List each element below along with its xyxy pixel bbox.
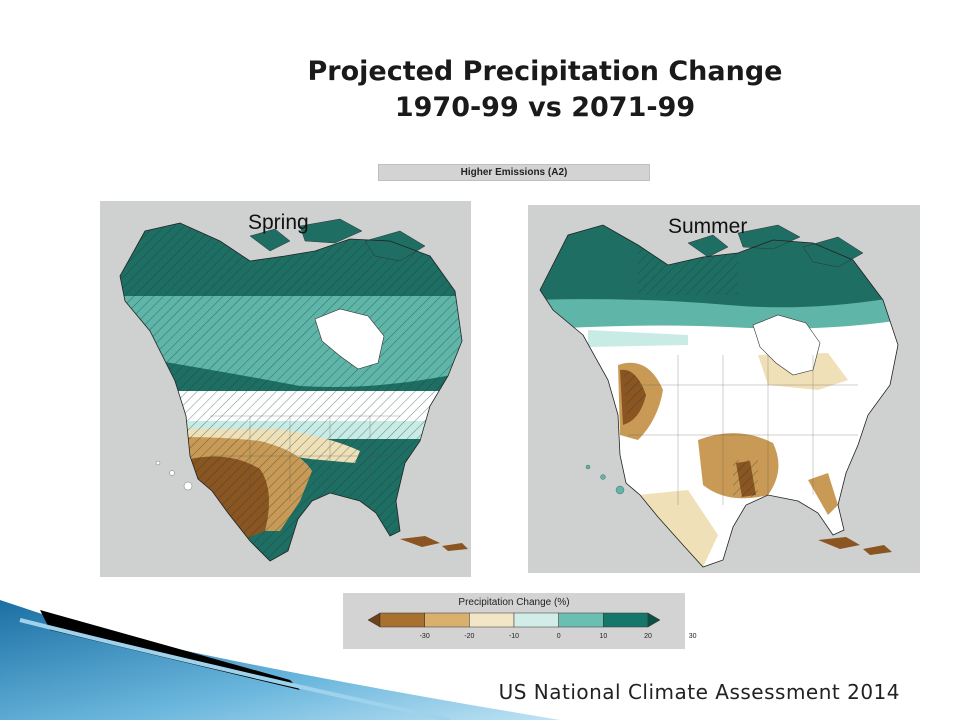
legend-swatch <box>603 612 649 628</box>
spring-label: Spring <box>248 211 309 234</box>
spring-map-graphic <box>119 218 468 562</box>
legend-tick-label: 10 <box>599 633 608 640</box>
source-credit: US National Climate Assessment 2014 <box>498 680 900 704</box>
legend-swatch <box>558 612 604 628</box>
legend-tick-label: -20 <box>464 633 475 640</box>
summer-map: Summer <box>528 205 920 573</box>
legend-tick-label: 30 <box>688 633 697 640</box>
title-line-2: 1970-99 vs 2071-99 <box>394 92 696 123</box>
title-line-1: Projected Precipitation Change <box>307 56 783 87</box>
legend-tick-label: 20 <box>644 633 652 640</box>
scenario-label: Higher Emissions (A2) <box>378 164 650 181</box>
summer-land <box>540 225 898 567</box>
slide-title: Projected Precipitation Change 1970-99 v… <box>0 54 960 126</box>
spring-land <box>120 223 462 561</box>
precip-legend: Precipitation Change (%) -30 -20 -10 0 10 20 3… <box>343 593 697 649</box>
legend-title: Precipitation Change (%) <box>458 597 570 608</box>
summer-label: Summer <box>668 215 748 238</box>
legend-colorbar <box>367 612 661 628</box>
spring-map: Spring <box>100 201 471 577</box>
legend-arrow-high <box>647 612 661 628</box>
legend-tick-label: -30 <box>419 633 430 640</box>
legend-tick-label: 0 <box>556 633 561 640</box>
decorative-swoosh <box>0 600 560 720</box>
summer-map-graphic <box>539 224 899 568</box>
legend-tick-label: -10 <box>508 633 520 640</box>
